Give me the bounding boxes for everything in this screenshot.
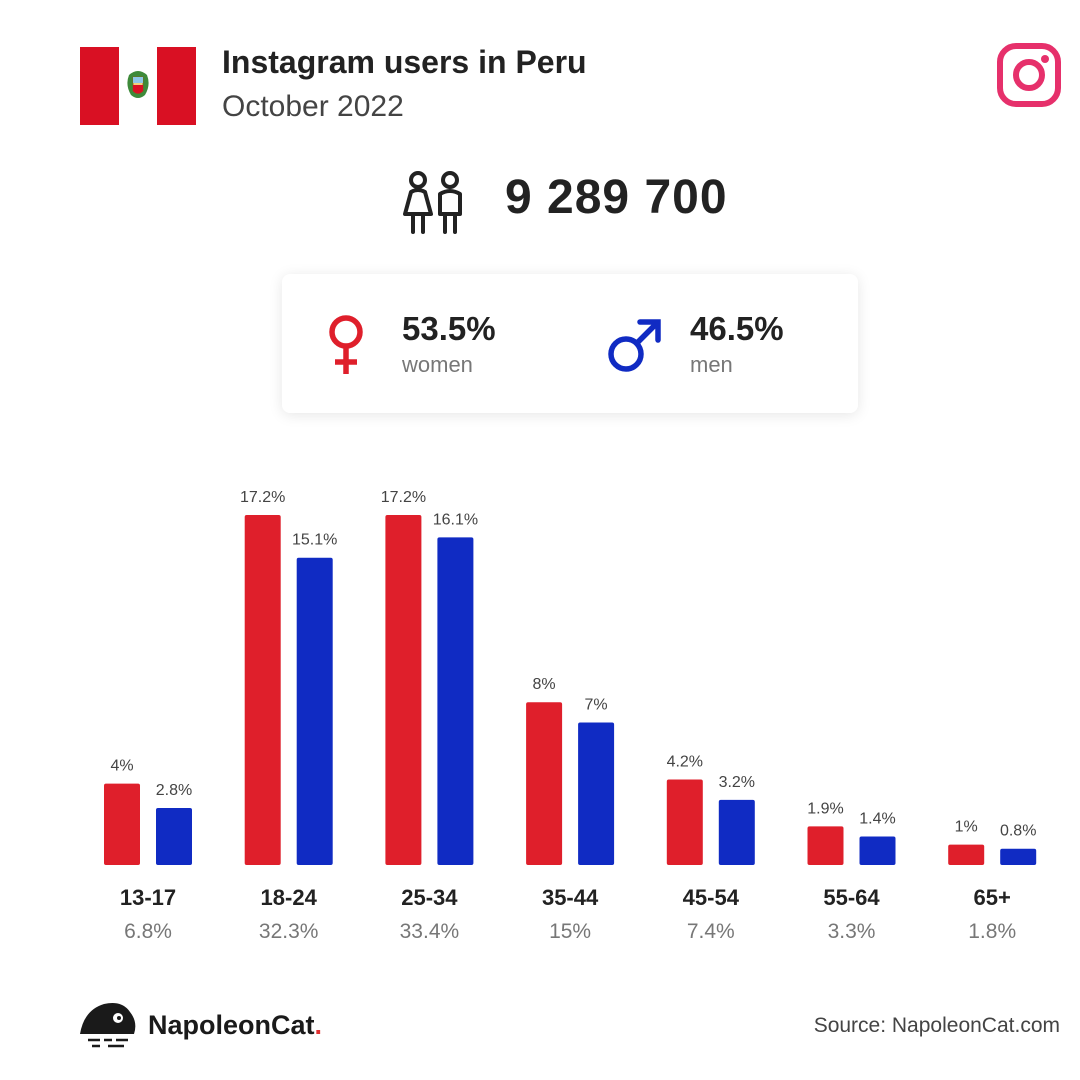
page-subtitle: October 2022: [222, 90, 404, 123]
bar-women-18-24: [244, 515, 281, 865]
total-users: 9 289 700: [505, 171, 728, 224]
bar-women-45-54: [666, 779, 703, 865]
men-percentage: 46.5%: [690, 310, 784, 347]
instagram-icon: [997, 43, 1061, 107]
bar-men-35-44: [578, 722, 615, 865]
data-label-women-13-17: 4%: [110, 758, 133, 775]
category-total-35-44: 15%: [549, 920, 591, 943]
data-label-men-65+: 0.8%: [1000, 823, 1036, 840]
bar-men-18-24: [296, 557, 333, 865]
data-label-men-35-44: 7%: [585, 697, 608, 714]
data-label-men-13-17: 2.8%: [156, 782, 192, 799]
data-label-women-45-54: 4.2%: [667, 754, 703, 771]
women-label: women: [402, 352, 473, 377]
category-label-13-17: 13-17: [120, 885, 176, 910]
category-total-18-24: 32.3%: [259, 920, 319, 943]
bar-men-45-54: [718, 799, 755, 865]
category-label-25-34: 25-34: [401, 885, 458, 910]
bar-women-55-64: [807, 826, 844, 865]
category-total-25-34: 33.4%: [400, 920, 460, 943]
bar-men-25-34: [437, 537, 474, 865]
data-label-men-18-24: 15.1%: [292, 532, 337, 549]
users-icon: [403, 171, 462, 234]
brand-name: NapoleonCat.: [148, 1010, 323, 1040]
age-gender-bar-chart: 4% 2.8% 13-17 6.8% 17.2% 15.1% 18-24 32.3% 17.2%…: [104, 489, 1037, 943]
category-total-55-64: 3.3%: [828, 920, 876, 943]
category-label-18-24: 18-24: [261, 885, 318, 910]
data-label-women-18-24: 17.2%: [240, 489, 285, 506]
bar-women-13-17: [104, 783, 140, 865]
peru-flag-icon: [80, 47, 197, 125]
bar-men-55-64: [859, 836, 896, 865]
category-label-65+: 65+: [974, 885, 1011, 910]
female-symbol-icon: [329, 315, 363, 374]
category-total-65+: 1.8%: [968, 920, 1016, 943]
data-label-women-25-34: 17.2%: [381, 489, 426, 506]
bar-women-25-34: [385, 515, 422, 865]
page-title: Instagram users in Peru: [222, 44, 587, 80]
men-label: men: [690, 352, 733, 377]
bar-women-65+: [948, 844, 985, 865]
category-total-13-17: 6.8%: [124, 920, 172, 943]
male-symbol-icon: [608, 319, 661, 372]
category-label-55-64: 55-64: [823, 885, 880, 910]
data-label-men-45-54: 3.2%: [719, 774, 755, 791]
bar-men-13-17: [156, 808, 192, 865]
category-total-45-54: 7.4%: [687, 920, 735, 943]
data-label-men-55-64: 1.4%: [859, 811, 895, 828]
data-label-women-55-64: 1.9%: [807, 800, 843, 817]
data-label-women-35-44: 8%: [533, 676, 556, 693]
bar-men-65+: [1000, 848, 1037, 865]
women-percentage: 53.5%: [402, 310, 496, 347]
bar-women-35-44: [526, 702, 563, 865]
napoleoncat-logo-icon: [80, 1003, 136, 1048]
data-label-men-25-34: 16.1%: [433, 511, 478, 528]
category-label-45-54: 45-54: [683, 885, 740, 910]
category-label-35-44: 35-44: [542, 885, 599, 910]
gender-split-card: 53.5% women 46.5% men: [282, 274, 858, 413]
data-label-women-65+: 1%: [955, 819, 978, 836]
source-text: Source: NapoleonCat.com: [813, 1014, 1060, 1037]
